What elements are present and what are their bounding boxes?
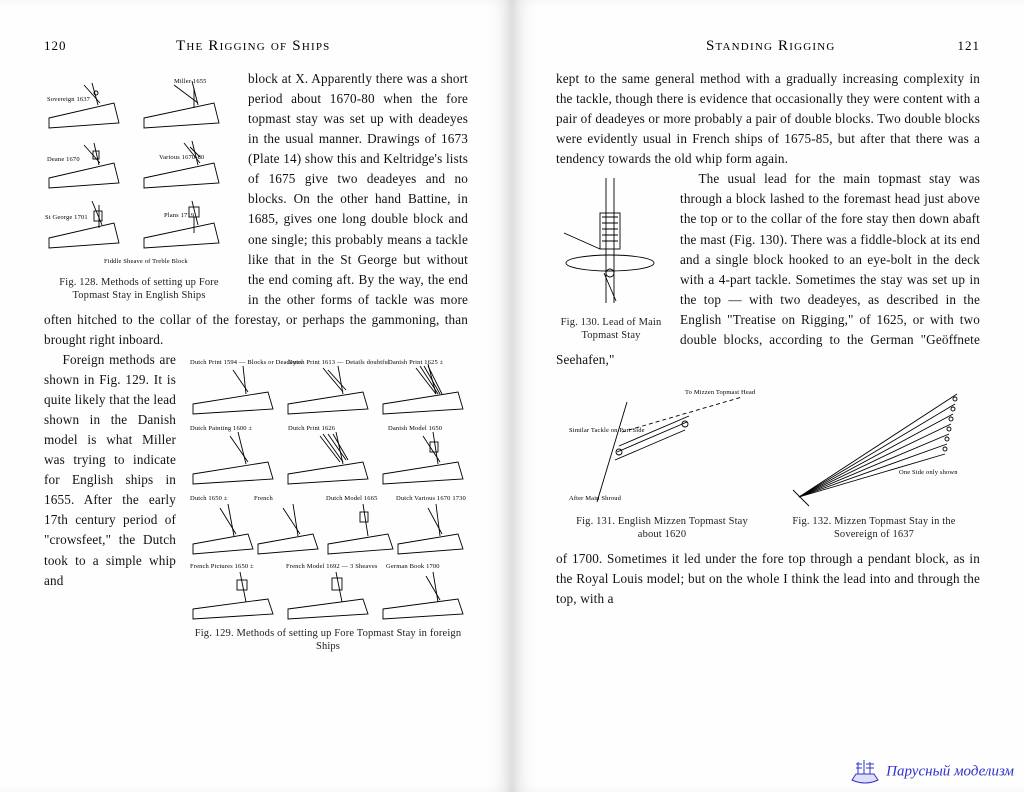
fig131-label: After Main Shroud [569, 495, 622, 502]
fig129-label: Dutch Print 1626 [288, 425, 336, 432]
fig128-label: Deane 1670 [47, 156, 80, 163]
page-number-left: 120 [44, 38, 67, 54]
fig131-label: To Mizzen Topmast Head [685, 389, 756, 396]
fig132-label: One Side only shown [899, 469, 958, 476]
page-right: Standing Rigging 121 kept to the same ge… [512, 0, 1024, 792]
right-para-1: kept to the same general method with a g… [556, 69, 980, 169]
page-header-left: 120 The Rigging of Ships [44, 38, 468, 55]
figure-132: One Side only shown Fig. 132. Mizzen Top… [779, 382, 969, 541]
right-body: kept to the same general method with a g… [556, 69, 980, 609]
page-left: 120 The Rigging of Ships [0, 0, 512, 792]
fig131-label: Similar Tackle on Port Side [569, 427, 645, 434]
watermark-text: Парусный моделизм [886, 763, 1014, 779]
fig128-label: Fiddle Sheave of Treble Block [104, 258, 188, 265]
figure-132-caption: Fig. 132. Mizzen Topmast Stay in the Sov… [779, 515, 969, 541]
fig129-label: French Pictures 1650 ± [190, 563, 254, 570]
figure-129-svg: Dutch Print 1594 — Blocks or Deadeyes Du… [188, 354, 468, 624]
fig129-label: French [254, 495, 274, 502]
fig129-label: Dutch Model 1665 [326, 495, 378, 502]
fig129-label: Dutch Print 1613 — Details doubtful [288, 359, 390, 366]
figure-131-svg: Similar Tackle on Port Side To Mizzen To… [567, 382, 757, 512]
figure-128: Sovereign 1637 Miller 1655 Deane 1670 Va… [44, 73, 234, 302]
fig129-label: Danish Print 1625 ± [388, 359, 444, 366]
figure-129-caption: Fig. 129. Methods of setting up Fore Top… [188, 627, 468, 653]
figure-131-132-row: Similar Tackle on Port Side To Mizzen To… [556, 382, 980, 541]
watermark: Парусный моделизм [848, 758, 1014, 786]
fig129-label: Dutch 1650 ± [190, 495, 228, 502]
fig128-label: Sovereign 1637 [47, 96, 91, 103]
fig128-label: St George 1701 [45, 214, 88, 221]
fig129-label: Danish Model 1650 [388, 425, 442, 432]
fig129-label: French Model 1692 — 3 Sheaves [286, 563, 378, 570]
running-head-right: Standing Rigging [584, 38, 958, 55]
running-head-left: The Rigging of Ships [67, 38, 441, 55]
left-body: Sovereign 1637 Miller 1655 Deane 1670 Va… [44, 69, 468, 591]
fig129-label: Dutch Print 1594 — Blocks or Deadeyes [190, 359, 302, 366]
fig129-label: Dutch Various 1670 1730 [396, 495, 466, 502]
figure-131: Similar Tackle on Port Side To Mizzen To… [567, 382, 757, 541]
figure-131-caption: Fig. 131. English Mizzen Top­mast Stay a… [567, 515, 757, 541]
figure-129: Dutch Print 1594 — Blocks or Deadeyes Du… [188, 354, 468, 653]
fig128-label: Plans 1719 [164, 212, 194, 219]
fig129-label: Dutch Painting 1600 ± [190, 425, 252, 432]
figure-132-svg: One Side only shown [779, 382, 969, 512]
figure-128-caption: Fig. 128. Methods of setting up Fore Top… [44, 276, 234, 302]
fig129-label: German Book 1700 [386, 563, 440, 570]
page-header-right: Standing Rigging 121 [556, 38, 980, 55]
page-number-right: 121 [958, 38, 981, 54]
figure-128-svg: Sovereign 1637 Miller 1655 Deane 1670 Va… [44, 73, 234, 273]
figure-130: Fig. 130. Lead of Main Topmast Stay [556, 173, 666, 342]
right-para-3: of 1700. Sometimes it led under the fore… [556, 549, 980, 609]
figure-130-caption: Fig. 130. Lead of Main Topmast Stay [556, 316, 666, 342]
book-spread: 120 The Rigging of Ships [0, 0, 1024, 792]
ship-icon [848, 758, 882, 786]
figure-130-svg [556, 173, 666, 313]
fig128-label: Various 1670-80 [159, 154, 204, 161]
fig128-label: Miller 1655 [174, 78, 207, 85]
